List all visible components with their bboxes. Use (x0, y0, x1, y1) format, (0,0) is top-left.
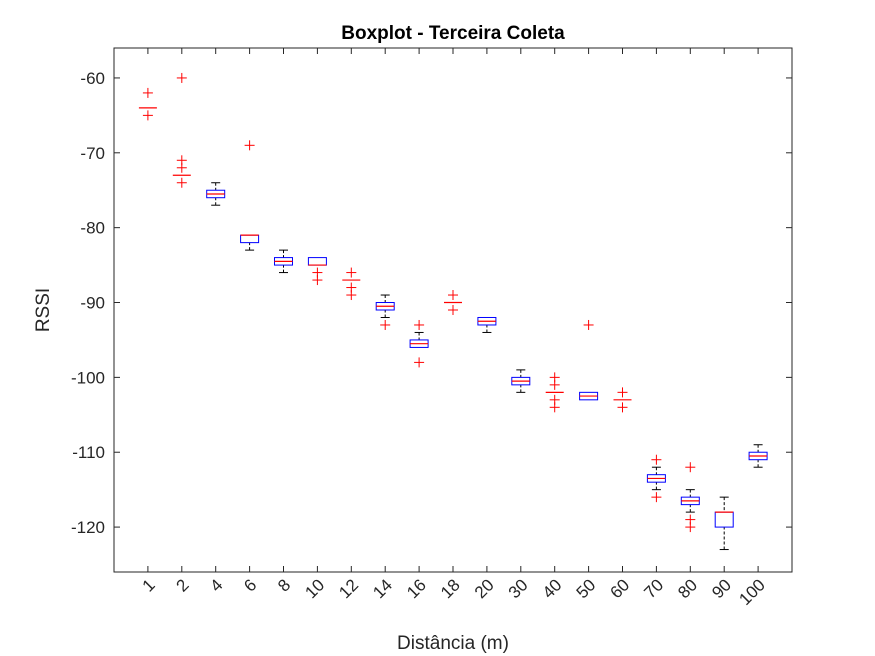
box-group-40 (545, 372, 564, 413)
x-tick-label: 6 (240, 575, 260, 595)
box-group-18 (444, 290, 462, 315)
y-axis-ticks: -60 -70 -80 -90 -100 -110 -120 (71, 69, 792, 537)
box-group-90 (714, 496, 734, 551)
box-group-60 (613, 387, 632, 413)
x-tick-label: 18 (437, 575, 464, 602)
outlier-marker (617, 387, 628, 398)
box-group-8 (274, 249, 293, 274)
box-group-4 (206, 182, 226, 206)
box-group-16 (409, 319, 429, 368)
outlier-marker (346, 267, 357, 278)
box-group-50 (579, 319, 599, 401)
outlier-marker (142, 87, 153, 98)
x-tick-label: 100 (735, 575, 768, 608)
x-tick-label: 20 (471, 575, 498, 602)
outlier-marker (380, 319, 391, 330)
outlier-marker (448, 290, 458, 301)
x-tick-label: 16 (403, 575, 430, 602)
outlier-marker (176, 72, 187, 83)
outlier-marker (685, 522, 696, 533)
y-tick-label: -60 (80, 69, 105, 88)
outlier-marker (651, 454, 662, 465)
outlier-marker (549, 379, 560, 390)
outlier-marker (685, 462, 696, 473)
x-tick-label: 40 (539, 575, 566, 602)
outlier-marker (549, 402, 560, 413)
y-tick-label: -80 (80, 219, 105, 238)
x-tick-label: 2 (172, 575, 192, 595)
x-tick-label: 80 (674, 575, 701, 602)
outlier-marker (176, 162, 187, 173)
chart-marks (138, 72, 768, 551)
outlier-marker (346, 290, 357, 301)
x-tick-label: 12 (335, 575, 362, 602)
x-tick-label: 90 (708, 575, 735, 602)
chart-title: Boxplot - Terceira Coleta (341, 23, 565, 44)
outlier-marker (651, 492, 662, 503)
outlier-marker (448, 305, 458, 315)
x-tick-label: 4 (206, 575, 226, 595)
y-tick-label: -100 (71, 368, 105, 387)
box-group-6 (240, 140, 260, 251)
box-group-20 (477, 316, 497, 333)
outlier-marker (176, 177, 187, 188)
box-group-1 (138, 87, 157, 121)
outlier-marker (617, 402, 628, 413)
outlier-marker (312, 275, 323, 286)
y-axis-label: RSSI (33, 288, 54, 332)
box-group-2 (172, 72, 191, 188)
box-group-14 (375, 294, 395, 330)
x-tick-label: 14 (369, 575, 396, 602)
x-tick-label: 1 (139, 575, 159, 595)
outlier-marker (414, 357, 425, 368)
outlier-marker (142, 110, 153, 121)
x-tick-label: 30 (505, 575, 532, 602)
box-group-30 (511, 369, 531, 393)
y-tick-label: -70 (80, 144, 105, 163)
y-tick-label: -90 (80, 294, 105, 313)
outlier-marker (414, 319, 425, 330)
box-group-12 (342, 267, 361, 301)
box-group-70 (646, 454, 666, 503)
outlier-marker (244, 140, 255, 151)
x-tick-label: 10 (301, 575, 328, 602)
x-axis-label: Distância (m) (397, 633, 509, 654)
x-tick-label: 70 (640, 575, 667, 602)
x-tick-label: 60 (607, 575, 634, 602)
box-group-80 (680, 462, 700, 533)
outlier-marker (583, 319, 594, 330)
box-group-100 (748, 444, 768, 468)
x-tick-label: 50 (573, 575, 600, 602)
y-tick-label: -120 (71, 518, 105, 537)
y-tick-label: -110 (72, 443, 105, 462)
x-tick-label: 8 (274, 575, 294, 595)
box-group-10 (307, 257, 327, 286)
